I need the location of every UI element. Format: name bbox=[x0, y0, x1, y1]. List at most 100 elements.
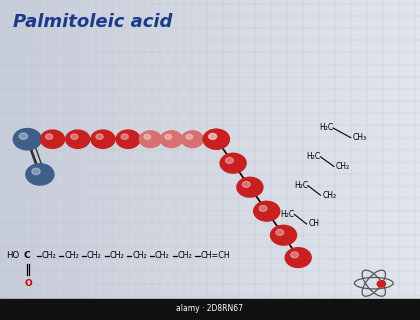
Text: CH₂: CH₂ bbox=[87, 252, 102, 260]
Bar bbox=[407, 0, 412, 320]
Text: CH₂: CH₂ bbox=[42, 252, 56, 260]
Bar bbox=[155, 0, 160, 320]
Text: CH₂: CH₂ bbox=[132, 252, 147, 260]
Circle shape bbox=[19, 133, 28, 140]
Bar bbox=[399, 0, 403, 320]
Bar bbox=[218, 0, 223, 320]
Bar bbox=[71, 0, 76, 320]
Circle shape bbox=[160, 131, 182, 148]
Bar bbox=[67, 0, 71, 320]
Bar bbox=[223, 0, 227, 320]
Bar bbox=[97, 0, 101, 320]
Circle shape bbox=[71, 134, 78, 140]
Circle shape bbox=[226, 157, 234, 164]
Bar bbox=[118, 0, 122, 320]
Bar bbox=[80, 0, 84, 320]
Bar bbox=[63, 0, 67, 320]
Text: C: C bbox=[24, 252, 31, 260]
Bar bbox=[374, 0, 378, 320]
Bar bbox=[181, 0, 185, 320]
Bar bbox=[311, 0, 315, 320]
Bar bbox=[113, 0, 118, 320]
Bar bbox=[273, 0, 277, 320]
Circle shape bbox=[165, 134, 172, 140]
Circle shape bbox=[66, 130, 90, 148]
Bar bbox=[50, 0, 55, 320]
Text: CH₂: CH₂ bbox=[336, 162, 350, 171]
Text: CH: CH bbox=[309, 220, 320, 228]
Bar bbox=[101, 0, 105, 320]
Bar bbox=[315, 0, 319, 320]
Circle shape bbox=[32, 168, 40, 175]
Bar bbox=[92, 0, 97, 320]
Circle shape bbox=[144, 134, 151, 140]
Bar bbox=[214, 0, 218, 320]
Bar bbox=[34, 0, 38, 320]
Bar bbox=[328, 0, 332, 320]
Bar bbox=[416, 0, 420, 320]
Bar bbox=[323, 0, 328, 320]
Bar bbox=[197, 0, 202, 320]
Bar bbox=[151, 0, 155, 320]
Bar bbox=[370, 0, 374, 320]
Text: CH₃: CH₃ bbox=[353, 133, 367, 142]
Bar bbox=[210, 0, 214, 320]
Bar bbox=[105, 0, 109, 320]
Bar bbox=[252, 0, 256, 320]
Circle shape bbox=[242, 181, 250, 188]
Circle shape bbox=[45, 134, 53, 140]
Bar bbox=[412, 0, 416, 320]
Text: alamy · 2D8RN67: alamy · 2D8RN67 bbox=[176, 304, 244, 313]
Bar bbox=[357, 0, 361, 320]
Bar bbox=[176, 0, 181, 320]
Bar bbox=[344, 0, 349, 320]
Bar bbox=[365, 0, 370, 320]
Bar bbox=[256, 0, 260, 320]
Circle shape bbox=[186, 134, 193, 140]
Bar bbox=[147, 0, 151, 320]
Bar bbox=[13, 0, 17, 320]
Bar bbox=[265, 0, 269, 320]
Text: HO: HO bbox=[6, 252, 20, 260]
Bar bbox=[269, 0, 273, 320]
Circle shape bbox=[209, 133, 217, 140]
Text: CH₂: CH₂ bbox=[178, 252, 192, 260]
Bar bbox=[185, 0, 189, 320]
Bar bbox=[391, 0, 395, 320]
Circle shape bbox=[254, 201, 280, 221]
Bar bbox=[126, 0, 130, 320]
Circle shape bbox=[377, 281, 386, 287]
Circle shape bbox=[259, 205, 267, 212]
Text: H₂C: H₂C bbox=[307, 152, 321, 161]
Bar bbox=[193, 0, 197, 320]
Bar bbox=[130, 0, 134, 320]
Bar bbox=[76, 0, 80, 320]
Bar bbox=[227, 0, 231, 320]
Circle shape bbox=[121, 134, 129, 140]
Bar bbox=[248, 0, 252, 320]
Bar bbox=[378, 0, 382, 320]
Bar bbox=[168, 0, 172, 320]
Bar bbox=[29, 0, 34, 320]
Text: CH₂: CH₂ bbox=[110, 252, 124, 260]
Text: CH₂: CH₂ bbox=[155, 252, 170, 260]
Bar bbox=[109, 0, 113, 320]
Circle shape bbox=[270, 225, 297, 245]
Circle shape bbox=[209, 133, 217, 140]
Bar bbox=[38, 0, 42, 320]
Bar bbox=[84, 0, 88, 320]
Text: Palmitoleic acid: Palmitoleic acid bbox=[13, 13, 172, 31]
Circle shape bbox=[276, 229, 284, 236]
Bar bbox=[4, 0, 8, 320]
Text: CH=CH: CH=CH bbox=[200, 252, 230, 260]
Bar bbox=[235, 0, 239, 320]
Circle shape bbox=[40, 130, 65, 148]
Bar bbox=[281, 0, 286, 320]
Bar bbox=[202, 0, 206, 320]
Bar bbox=[160, 0, 164, 320]
Bar bbox=[298, 0, 302, 320]
Bar bbox=[143, 0, 147, 320]
Bar bbox=[244, 0, 248, 320]
Circle shape bbox=[220, 153, 246, 173]
Bar bbox=[164, 0, 168, 320]
